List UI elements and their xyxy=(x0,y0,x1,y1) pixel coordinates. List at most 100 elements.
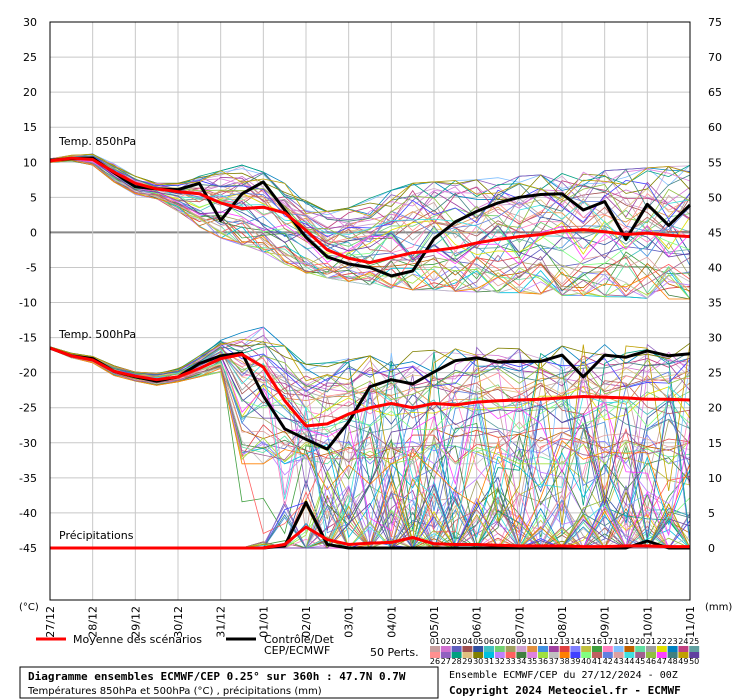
member-swatch xyxy=(602,652,613,658)
member-number: 35 xyxy=(527,657,537,666)
member-number: 19 xyxy=(624,637,634,646)
member-swatch xyxy=(613,646,624,652)
member-swatch xyxy=(484,646,494,652)
right-tick-label: 0 xyxy=(708,542,715,555)
legend-perts-label: 50 Perts. xyxy=(370,646,419,659)
ensemble-member-t500 xyxy=(49,347,691,421)
member-swatch xyxy=(473,646,484,652)
member-swatch xyxy=(527,652,538,658)
member-swatch xyxy=(667,646,678,652)
mean-t850-line xyxy=(49,156,691,265)
member-number: 15 xyxy=(581,637,591,646)
x-tick-label: 01/01 xyxy=(257,606,270,638)
member-number: 22 xyxy=(657,637,667,646)
legend-mean-label: Moyenne des scénarios xyxy=(73,633,202,646)
left-tick-label: -35 xyxy=(19,472,37,485)
member-swatch xyxy=(516,646,527,652)
member-number: 27 xyxy=(441,657,451,666)
member-number: 43 xyxy=(614,657,624,666)
member-swatch xyxy=(689,646,700,652)
member-number: 24 xyxy=(678,637,688,646)
ensemble-member-t500 xyxy=(49,348,691,463)
mean-t500-line xyxy=(49,346,691,428)
member-swatch xyxy=(624,652,635,658)
right-tick-label: 10 xyxy=(708,472,722,485)
left-tick-label: 15 xyxy=(23,121,37,134)
left-tick-label: -15 xyxy=(19,332,37,345)
left-tick-label: 30 xyxy=(23,16,37,29)
member-swatch xyxy=(462,646,473,652)
right-tick-label: 15 xyxy=(708,437,722,450)
member-swatch xyxy=(581,646,592,652)
member-swatch xyxy=(570,646,581,652)
left-axis-unit: (°C) xyxy=(19,602,39,613)
member-swatch xyxy=(678,652,689,658)
member-swatch xyxy=(646,646,656,652)
member-number: 34 xyxy=(516,657,526,666)
member-number: 04 xyxy=(462,637,472,646)
member-number: 08 xyxy=(506,637,516,646)
right-axis-unit: (mm) xyxy=(705,602,732,613)
member-number: 01 xyxy=(430,637,440,646)
member-swatch xyxy=(635,646,646,652)
member-number: 45 xyxy=(635,657,645,666)
member-number: 50 xyxy=(689,657,699,666)
right-tick-label: 50 xyxy=(708,191,722,204)
member-number: 11 xyxy=(538,637,548,646)
right-tick-label: 30 xyxy=(708,332,722,345)
ensemble-member-t500 xyxy=(49,348,691,465)
right-tick-label: 20 xyxy=(708,402,722,415)
member-number: 09 xyxy=(516,637,526,646)
member-swatch xyxy=(570,652,581,658)
member-number: 47 xyxy=(657,657,667,666)
chart-subtitle: Températures 850hPa et 500hPa (°C) , pré… xyxy=(27,685,322,697)
left-tick-label: -20 xyxy=(19,367,37,380)
member-swatch xyxy=(430,646,440,652)
ensemble-member-t850 xyxy=(49,154,691,231)
left-tick-label: -25 xyxy=(19,402,37,415)
member-swatch xyxy=(451,646,462,652)
x-tick-label: 28/12 xyxy=(87,606,100,638)
ensemble-member-t850 xyxy=(49,155,691,238)
left-tick-label: -30 xyxy=(19,437,37,450)
member-swatch xyxy=(592,652,602,658)
member-number: 33 xyxy=(506,657,516,666)
ensemble-member-t850 xyxy=(49,155,691,222)
member-swatch xyxy=(689,652,700,658)
label-t850: Temp. 850hPa xyxy=(58,135,136,148)
member-swatch xyxy=(602,646,613,652)
member-number: 48 xyxy=(668,657,678,666)
axes: 302520151050-5-10-15-20-25-30-35-40-4575… xyxy=(19,16,722,638)
left-tick-label: -40 xyxy=(19,507,37,520)
member-number: 13 xyxy=(560,637,570,646)
member-number: 21 xyxy=(646,637,656,646)
member-number: 28 xyxy=(452,657,462,666)
left-tick-label: 10 xyxy=(23,156,37,169)
member-swatch xyxy=(538,652,548,658)
right-tick-label: 70 xyxy=(708,51,722,64)
member-swatch xyxy=(505,646,516,652)
member-number: 32 xyxy=(495,657,505,666)
main-lines xyxy=(49,156,692,550)
right-tick-label: 25 xyxy=(708,367,722,380)
member-number: 38 xyxy=(560,657,570,666)
member-number: 17 xyxy=(603,637,613,646)
label-precip: Précipitations xyxy=(59,529,134,542)
member-number: 41 xyxy=(592,657,602,666)
copyright: Copyright 2024 Meteociel.fr - ECMWF xyxy=(449,684,681,697)
member-number: 18 xyxy=(614,637,624,646)
member-swatch xyxy=(581,652,592,658)
ensemble-member-t850 xyxy=(49,160,691,300)
ensemble-member-t850 xyxy=(49,156,691,233)
member-swatch xyxy=(484,652,494,658)
ensemble-member-t500 xyxy=(49,340,691,393)
plot-frame xyxy=(49,21,691,601)
member-number: 46 xyxy=(646,657,656,666)
legend-control-line1: Contrôle/Det xyxy=(264,633,334,646)
member-swatch xyxy=(548,652,559,658)
x-tick-label: 08/01 xyxy=(556,606,569,638)
member-swatch xyxy=(656,652,667,658)
x-tick-label: 10/01 xyxy=(641,606,654,638)
member-number: 31 xyxy=(484,657,494,666)
